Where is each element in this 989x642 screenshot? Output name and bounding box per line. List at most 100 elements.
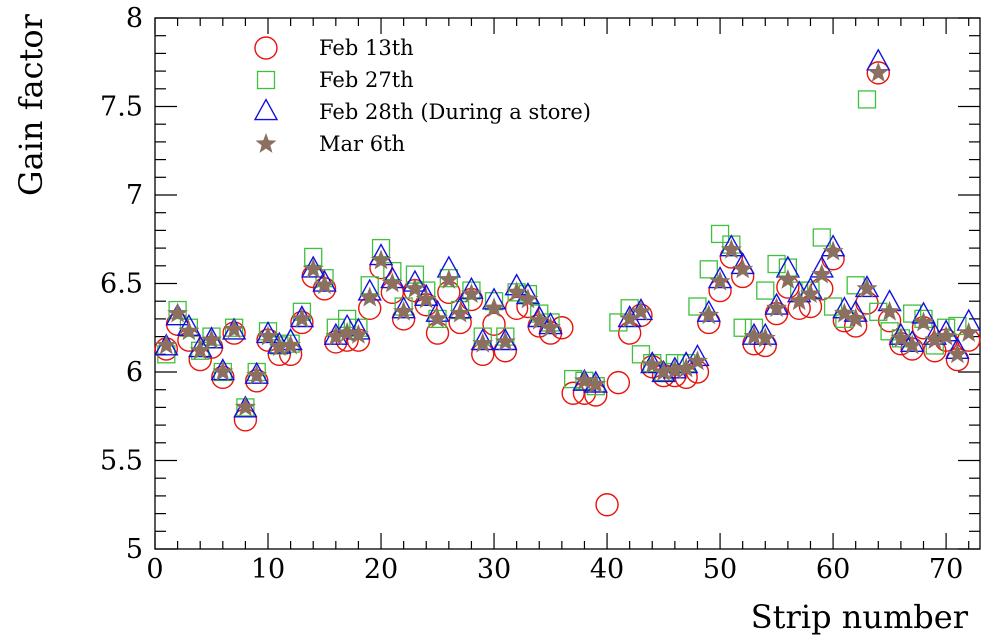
point-circle <box>425 321 450 345</box>
legend-marker-circle <box>254 36 278 60</box>
point-star <box>935 325 957 346</box>
point-star <box>766 297 788 318</box>
point-star <box>720 238 742 259</box>
point-square <box>767 254 786 274</box>
point-star <box>483 297 505 318</box>
legend-label: Feb 28th (During a store) <box>319 100 591 124</box>
point-star <box>415 288 437 309</box>
point-star <box>155 334 177 355</box>
point-star <box>641 353 663 374</box>
y-axis-label: Gain factor <box>12 13 50 196</box>
point-triangle <box>888 322 914 345</box>
point-square <box>733 318 752 337</box>
point-star <box>698 304 720 325</box>
point-star <box>653 361 675 381</box>
point-triangle <box>255 320 281 344</box>
point-star <box>800 283 821 304</box>
point-circle <box>595 493 619 517</box>
point-star <box>619 307 641 328</box>
point-triangle <box>900 329 925 352</box>
point-star <box>879 300 901 321</box>
point-square <box>710 224 730 244</box>
x-tick-label: 50 <box>703 554 737 585</box>
point-star <box>630 300 652 321</box>
point-star <box>845 307 867 328</box>
point-star <box>223 318 245 339</box>
point-square <box>756 281 775 300</box>
point-star <box>178 320 200 341</box>
point-star <box>438 268 460 289</box>
point-square <box>168 300 187 320</box>
x-tick-label: 70 <box>929 554 963 585</box>
point-star <box>777 268 799 289</box>
point-square <box>857 90 877 109</box>
point-star <box>494 330 516 351</box>
series-square <box>157 90 967 417</box>
point-triangle <box>414 283 439 306</box>
point-square <box>462 281 481 300</box>
series-star <box>155 61 980 417</box>
point-star <box>528 309 550 330</box>
x-tick-label: 30 <box>477 554 511 585</box>
legend-label: Feb 13th <box>319 36 414 60</box>
point-star <box>811 263 833 284</box>
point-star <box>901 334 923 355</box>
point-triangle <box>696 299 721 322</box>
x-tick-label: 60 <box>816 554 850 585</box>
point-circle <box>561 381 585 405</box>
point-star <box>675 357 697 378</box>
point-star <box>709 270 731 291</box>
point-star <box>246 364 268 385</box>
point-triangle <box>165 303 190 326</box>
point-star <box>946 343 968 364</box>
y-tick-label: 6.5 <box>100 269 143 300</box>
point-star <box>314 274 335 295</box>
series-circle <box>154 61 981 517</box>
data-points <box>154 48 981 517</box>
point-star <box>687 350 708 371</box>
point-square <box>450 300 470 320</box>
point-triangle <box>719 234 744 257</box>
point-star <box>347 323 369 344</box>
point-triangle <box>764 292 789 315</box>
point-star <box>302 258 324 279</box>
point-star <box>212 361 234 381</box>
legend: Feb 13th Feb 27th Feb 28th (During a store… <box>253 36 591 156</box>
point-square <box>823 297 843 316</box>
x-tick-label: 10 <box>251 554 285 585</box>
point-star <box>359 286 381 307</box>
legend-item: Feb 13th <box>254 36 414 60</box>
point-star <box>234 396 256 417</box>
point-triangle <box>470 328 495 351</box>
point-star <box>540 316 562 337</box>
point-circle <box>606 370 631 395</box>
point-star <box>822 240 844 261</box>
point-triangle <box>312 269 337 292</box>
point-star <box>585 373 607 394</box>
legend-item: Feb 28th (During a store) <box>253 98 591 124</box>
point-star <box>732 258 754 279</box>
legend-label: Mar 6th <box>319 132 405 156</box>
point-star <box>924 329 946 350</box>
legend-marker-triangle <box>253 98 279 121</box>
point-star <box>460 283 482 304</box>
point-triangle <box>391 296 416 319</box>
point-square <box>179 318 199 337</box>
y-tick-label: 7.5 <box>100 92 143 123</box>
point-circle <box>504 296 529 320</box>
point-star <box>472 332 494 353</box>
point-star <box>336 322 358 342</box>
point-star <box>788 290 810 311</box>
point-star <box>268 336 290 357</box>
point-star <box>958 322 980 342</box>
y-tick-label: 6 <box>126 357 143 388</box>
point-square <box>699 260 718 279</box>
point-square <box>880 322 899 341</box>
legend-item: Feb 27th <box>256 68 414 92</box>
point-star <box>833 302 855 323</box>
point-star <box>167 302 189 323</box>
legend-label: Feb 27th <box>319 68 414 92</box>
point-circle <box>482 312 506 336</box>
point-star <box>856 277 878 298</box>
